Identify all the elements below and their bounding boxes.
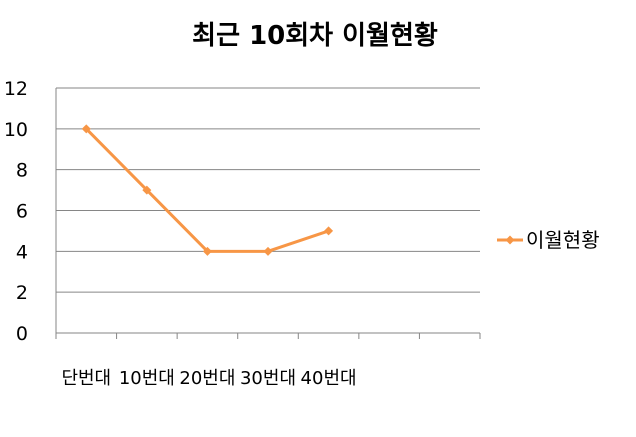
y-tick-label: 2 <box>16 282 28 304</box>
y-tick-label: 10 <box>4 119 28 141</box>
plot-area <box>81 124 334 256</box>
y-tick-label: 8 <box>16 160 28 182</box>
gridlines <box>56 87 480 334</box>
y-tick-label: 12 <box>4 78 28 100</box>
x-tick-label: 30번대 <box>240 368 296 389</box>
y-tick-label: 0 <box>16 323 28 345</box>
series-line <box>85 127 330 253</box>
x-tick-label: 10번대 <box>119 368 175 389</box>
x-axis: 단번대 10번대 20번대 30번대 40번대 <box>55 333 481 389</box>
y-axis: 0 2 4 6 8 10 12 <box>4 78 57 345</box>
y-tick-label: 6 <box>16 201 28 223</box>
y-tick-label: 4 <box>16 241 28 263</box>
data-point <box>324 226 334 236</box>
legend-marker <box>505 235 515 245</box>
chart-title: 최근 10회차 이월현황 <box>192 21 438 51</box>
data-point <box>142 185 152 195</box>
data-point <box>202 246 212 256</box>
legend-label: 이월현황 <box>526 228 600 252</box>
x-tick-label: 단번대 <box>61 368 111 389</box>
x-tick-label: 20번대 <box>179 368 235 389</box>
legend: 이월현황 <box>497 228 600 252</box>
data-point <box>263 246 273 256</box>
data-point <box>81 124 91 134</box>
x-tick-label: 40번대 <box>301 368 357 389</box>
